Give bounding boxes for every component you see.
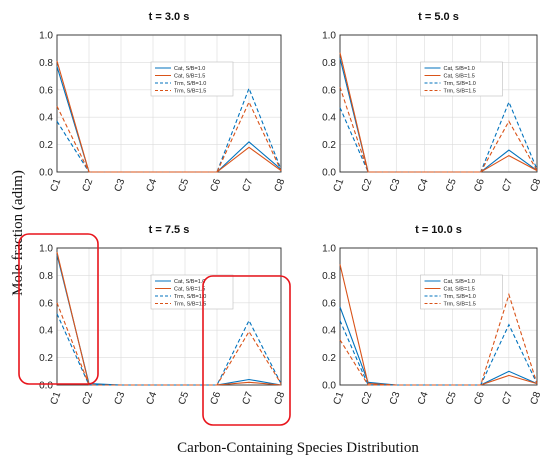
chart-panel-1: 0.0 0.2 0.4 0.6 0.8 1.0 C1 C2 C3 C4 C5 C6 C7 C8 t = 3.…	[39, 11, 287, 193]
y-tick-label: 0.8	[39, 271, 53, 282]
x-tick-label: C8	[529, 177, 544, 193]
x-tick-label: C2	[360, 390, 375, 406]
y-tick-label: 0.0	[39, 168, 53, 179]
x-tick-label: C8	[273, 390, 288, 406]
x-tick-label: C1	[49, 177, 64, 193]
legend-label: Cat, S/B=1.0	[174, 279, 205, 285]
y-tick-label: 0.8	[322, 58, 336, 69]
y-tick-label: 0.0	[322, 168, 336, 179]
y-tick-label: 0.4	[322, 113, 336, 124]
y-tick-label: 0.4	[322, 326, 336, 337]
x-tick-label: C5	[444, 177, 459, 193]
y-tick-label: 0.6	[39, 85, 53, 96]
legend-label: Trm, S/B=1.0	[174, 81, 206, 87]
x-tick-label: C2	[81, 390, 96, 406]
x-tick-label: C3	[388, 390, 403, 406]
series-line-3	[339, 320, 538, 386]
figure-ylabel: Mole fraction (adim)	[10, 170, 26, 296]
legend-label: Trm, S/B=1.5	[174, 302, 206, 308]
chart-title: t = 3.0 s	[149, 11, 190, 23]
x-tick-label: C2	[81, 177, 96, 193]
legend-label: Cat, S/B=1.0	[444, 66, 475, 72]
series-line-4	[56, 302, 282, 386]
legend-box	[150, 61, 234, 97]
x-tick-label: C4	[145, 390, 160, 406]
series-line-4	[339, 86, 538, 173]
legend-label: Cat, S/B=1.5	[444, 287, 475, 293]
x-tick-label: C1	[332, 177, 347, 193]
x-tick-label: C3	[113, 177, 128, 193]
y-tick-label: 0.0	[322, 381, 336, 392]
legend-label: Trm, S/B=1.0	[444, 294, 476, 300]
y-tick-label: 0.2	[39, 140, 53, 151]
y-tick-label: 0.0	[39, 381, 53, 392]
plot-area	[56, 247, 282, 386]
chart-title: t = 7.5 s	[149, 224, 190, 236]
highlight-box-2	[202, 275, 291, 426]
chart-title: t = 10.0 s	[415, 224, 462, 236]
y-tick-label: 0.4	[39, 326, 53, 337]
legend-label: Trm, S/B=1.5	[444, 89, 476, 95]
y-tick-label: 0.6	[322, 85, 336, 96]
legend-label: Trm, S/B=1.5	[444, 302, 476, 308]
plot-area	[339, 247, 538, 386]
series-line-4	[339, 292, 538, 386]
x-tick-label: C7	[241, 390, 256, 406]
x-tick-label: C6	[472, 390, 487, 406]
chart-panel-4: 0.0 0.2 0.4 0.6 0.8 1.0 C1 C2 C3 C4 C5 C6 C7 C8 t = 10…	[322, 224, 543, 406]
x-tick-label: C6	[209, 390, 224, 406]
legend-label: Cat, S/B=1.0	[444, 279, 475, 285]
y-tick-label: 0.6	[322, 298, 336, 309]
y-tick-label: 0.2	[322, 140, 336, 151]
x-tick-label: C7	[241, 177, 256, 193]
x-tick-label: C7	[500, 177, 515, 193]
figure-xlabel: Carbon-Containing Species Distribution	[177, 440, 419, 456]
x-tick-label: C3	[113, 390, 128, 406]
y-tick-label: 0.2	[322, 353, 336, 364]
y-tick-label: 1.0	[39, 244, 53, 255]
x-tick-label: C1	[332, 390, 347, 406]
x-tick-label: C5	[177, 177, 192, 193]
legend-label: Cat, S/B=1.5	[444, 74, 475, 80]
y-tick-label: 1.0	[322, 31, 336, 42]
x-tick-label: C8	[273, 177, 288, 193]
legend-label: Cat, S/B=1.0	[174, 66, 205, 72]
series-line-3	[56, 313, 282, 386]
y-tick-label: 1.0	[322, 244, 336, 255]
x-tick-label: C3	[388, 177, 403, 193]
y-tick-label: 0.6	[39, 298, 53, 309]
chart-panel-3: 0.0 0.2 0.4 0.6 0.8 1.0 C1 C2 C3 C4 C5 C6 C7 C8 t = 7.…	[39, 224, 287, 406]
legend-label: Trm, S/B=1.0	[174, 294, 206, 300]
y-tick-label: 0.2	[39, 353, 53, 364]
x-tick-label: C4	[416, 390, 431, 406]
x-tick-label: C4	[416, 177, 431, 193]
y-tick-label: 0.4	[39, 113, 53, 124]
x-tick-label: C6	[472, 177, 487, 193]
x-tick-label: C5	[444, 390, 459, 406]
chart-panel-2: 0.0 0.2 0.4 0.6 0.8 1.0 C1 C2 C3 C4 C5 C6 C7 C8 t = 5.…	[322, 11, 543, 193]
y-tick-label: 1.0	[39, 31, 53, 42]
x-tick-label: C4	[145, 177, 160, 193]
x-tick-label: C5	[177, 390, 192, 406]
legend-label: Trm, S/B=1.0	[444, 81, 476, 87]
highlight-box-1	[18, 233, 99, 385]
legend-label: Trm, S/B=1.5	[174, 89, 206, 95]
plot-area	[56, 34, 282, 173]
y-tick-label: 0.8	[322, 271, 336, 282]
x-tick-label: C2	[360, 177, 375, 193]
x-tick-label: C1	[49, 390, 64, 406]
series-line-4	[56, 100, 282, 173]
chart-title: t = 5.0 s	[418, 11, 459, 23]
x-tick-label: C8	[529, 390, 544, 406]
x-tick-label: C7	[500, 390, 515, 406]
x-tick-label: C6	[209, 177, 224, 193]
y-tick-label: 0.8	[39, 58, 53, 69]
legend-label: Cat, S/B=1.5	[174, 287, 205, 293]
legend-label: Cat, S/B=1.5	[174, 74, 205, 80]
